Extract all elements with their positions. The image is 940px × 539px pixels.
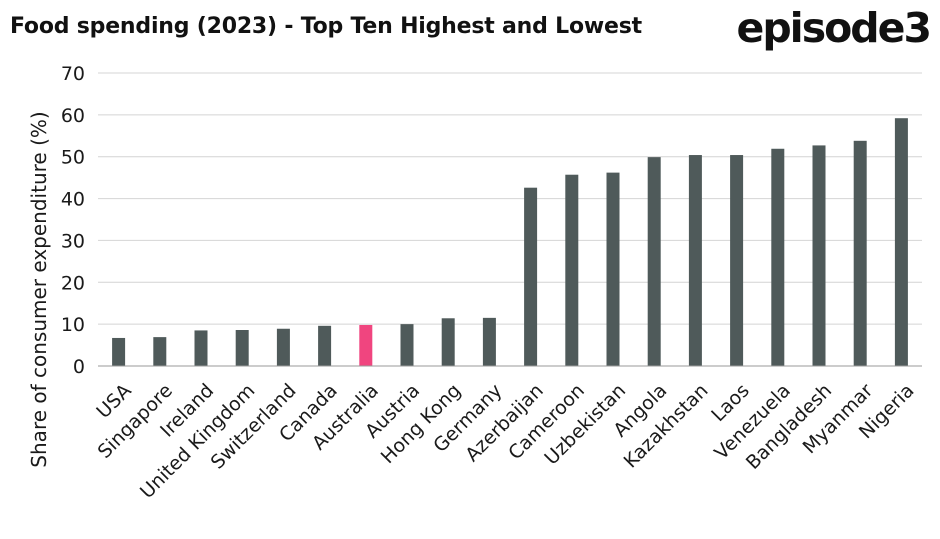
bar-kazakhstan [688,155,702,366]
bar-australia [359,324,373,366]
bar-myanmar [853,140,867,366]
y-tick-label: 60 [61,105,85,127]
y-tick-label: 40 [61,189,85,211]
bar-bangladesh [812,145,826,366]
bar-nigeria [894,118,908,366]
y-tick-label: 50 [61,147,85,169]
bar-cameroon [565,174,579,366]
bar-germany [482,317,496,366]
bar-hong-kong [441,318,455,366]
bar-ireland [194,330,208,366]
brand-logo: episode3 [736,4,932,52]
bar-azerbaijan [524,187,538,366]
y-tick-label: 30 [61,230,85,252]
gridlines [98,72,922,325]
y-axis-ticks: 0 10 20 30 40 50 60 70 [61,63,85,378]
bar-laos [730,155,744,366]
y-tick-label: 0 [73,356,85,378]
y-axis-title: Share of consumer expenditure (%) [27,111,51,467]
bar-usa [112,337,126,366]
bar-singapore [153,337,167,366]
y-tick-label: 70 [61,63,85,85]
bar-canada [318,325,332,366]
bar-venezuela [771,148,785,366]
bar-uzbekistan [606,172,620,366]
bar-united-kingdom [235,330,249,366]
bar-switzerland [276,328,290,366]
bars [112,118,908,366]
bar-angola [647,157,661,366]
chart-title: Food spending (2023) - Top Ten Highest a… [10,14,642,39]
bar-austria [400,324,414,366]
y-tick-label: 10 [61,314,85,336]
y-tick-label: 20 [61,272,85,294]
